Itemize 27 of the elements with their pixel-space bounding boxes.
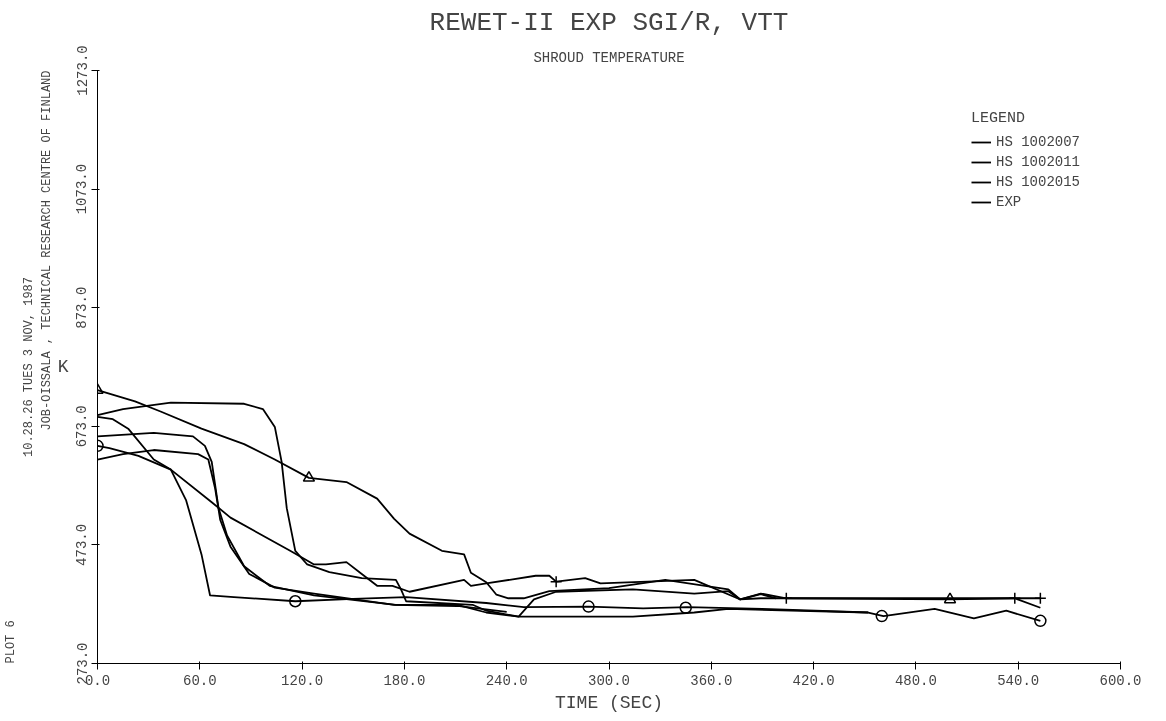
legend-label: HS 1002015 [995,174,1080,190]
x-tick-label: 180.0 [383,672,426,689]
x-tick-label: 240.0 [485,672,528,689]
legend-label: HS 1002007 [995,134,1080,150]
y-tick-label: 473.0 [74,523,91,566]
y-tick-label: 1073.0 [74,163,91,215]
x-tick-label: 120.0 [281,672,324,689]
text: JOB-OISSALA , TECHNICAL RESEARCH CENTRE OF FINLAND [39,70,54,431]
y-tick-label: 873.0 [74,286,91,329]
x-tick-label: 420.0 [792,672,835,689]
y-tick-label: 673.0 [74,405,91,448]
text: PLOT 6 [3,620,18,664]
x-tick-label: 540.0 [997,672,1040,689]
x-tick-label: 360.0 [690,672,733,689]
x-tick-label: 60.0 [183,672,217,689]
x-axis-title: TIME (SEC) [554,692,664,713]
legend-label: EXP [995,194,1022,210]
legend-title: LEGEND [970,110,1026,127]
y-tick-label: 1273.0 [74,45,91,96]
x-tick-label: 600.0 [1099,672,1142,689]
text: 10.28.26 TUES 3 NOV, 1987 [21,276,36,458]
x-tick-label: 480.0 [894,672,937,689]
y-axis-title: K [57,357,69,377]
chart-title: REWET-II EXP SGI/R, VTT [429,7,789,38]
legend-label: HS 1002011 [995,154,1080,170]
chart-subtitle: SHROUD TEMPERATURE [533,49,685,66]
x-tick-label: 300.0 [588,672,631,689]
